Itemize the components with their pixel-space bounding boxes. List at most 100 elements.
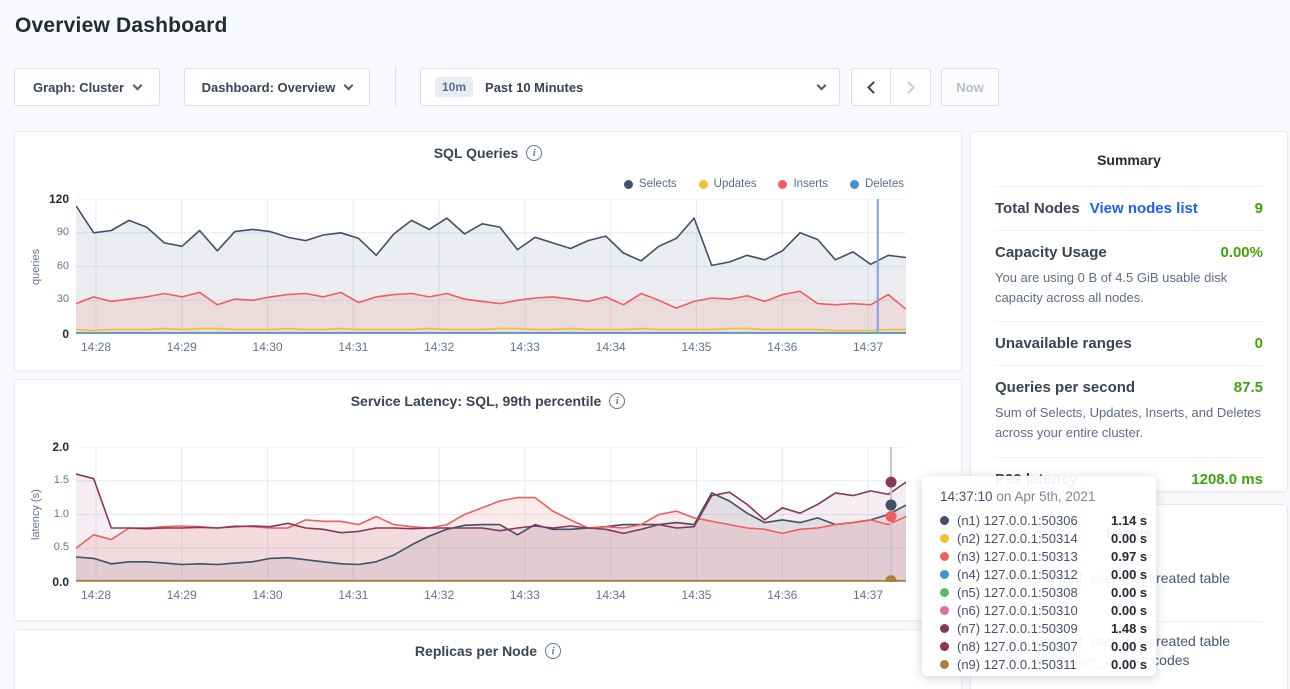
x-tick-label: 14:32 xyxy=(414,588,464,602)
sql-queries-plot-area[interactable]: 14:2814:2914:3014:3114:3214:3314:3414:35… xyxy=(76,199,906,334)
tooltip-node-list: (n1) 127.0.0.1:503061.14 s (n2) 127.0.0.1… xyxy=(940,511,1156,673)
summary-label: Unavailable ranges xyxy=(995,335,1132,352)
summary-value: 9 xyxy=(1255,200,1263,217)
chevron-down-icon xyxy=(133,80,143,90)
legend-label: Deletes xyxy=(865,178,904,190)
tooltip-node-value: 0.00 s xyxy=(1111,531,1147,546)
legend-label: Inserts xyxy=(793,178,828,190)
x-tick-label: 14:36 xyxy=(757,588,807,602)
x-tick-label: 14:30 xyxy=(243,588,293,602)
tooltip-node-row: (n7) 127.0.0.1:503091.48 s xyxy=(940,619,1156,637)
time-range-badge: 10m xyxy=(435,77,473,97)
crosshair-value-dot xyxy=(886,500,897,511)
legend-item-selects[interactable]: Selects xyxy=(624,178,677,190)
x-tick-label: 14:31 xyxy=(328,588,378,602)
legend-item-inserts[interactable]: Inserts xyxy=(778,178,828,190)
summary-value: 0.00% xyxy=(1220,244,1263,261)
node-color-dot xyxy=(940,642,949,651)
tooltip-node-row: (n8) 127.0.0.1:503070.00 s xyxy=(940,637,1156,655)
legend-item-deletes[interactable]: Deletes xyxy=(850,178,904,190)
service-latency-plot-area[interactable]: 14:2814:2914:3014:3114:3214:3314:3414:35… xyxy=(76,447,906,582)
summary-description: You are using 0 B of 4.5 GiB usable disk… xyxy=(995,268,1263,308)
y-tick-label: 30 xyxy=(29,293,69,305)
tooltip-node-row: (n3) 127.0.0.1:503130.97 s xyxy=(940,547,1156,565)
time-range-label: Past 10 Minutes xyxy=(485,80,583,95)
time-range-dropdown[interactable]: 10m Past 10 Minutes xyxy=(420,68,840,106)
x-tick-label: 14:37 xyxy=(843,340,893,354)
summary-header: Summary xyxy=(995,152,1263,168)
tooltip-node-address: (n5) 127.0.0.1:50308 xyxy=(957,585,1103,600)
tooltip-node-value: 0.00 s xyxy=(1111,657,1147,672)
node-color-dot xyxy=(940,552,949,561)
tooltip-node-address: (n6) 127.0.0.1:50310 xyxy=(957,603,1103,618)
y-tick-label: 120 xyxy=(29,192,69,206)
tooltip-node-value: 1.48 s xyxy=(1111,621,1147,636)
tooltip-node-address: (n2) 127.0.0.1:50314 xyxy=(957,531,1103,546)
tooltip-node-address: (n8) 127.0.0.1:50307 xyxy=(957,639,1103,654)
node-color-dot xyxy=(940,660,949,669)
now-button[interactable]: Now xyxy=(941,68,999,106)
tooltip-timestamp: 14:37:10 on Apr 5th, 2021 xyxy=(940,489,1156,504)
chevron-down-icon xyxy=(344,80,354,90)
summary-label: Capacity Usage xyxy=(995,244,1107,261)
chart-hover-tooltip: 14:37:10 on Apr 5th, 2021 (n1) 127.0.0.1… xyxy=(922,476,1156,676)
info-icon[interactable]: i xyxy=(609,393,625,409)
tooltip-node-value: 0.00 s xyxy=(1111,585,1147,600)
graph-scope-label: Graph: Cluster xyxy=(33,80,124,95)
summary-row-capacity: Capacity Usage 0.00% You are using 0 B o… xyxy=(995,230,1263,321)
dashboard-dropdown[interactable]: Dashboard: Overview xyxy=(184,68,370,106)
info-icon[interactable]: i xyxy=(545,643,561,659)
summary-value: 0 xyxy=(1255,335,1263,352)
replicas-per-node-chart-panel: Replicas per Node i xyxy=(14,629,962,689)
graph-scope-dropdown[interactable]: Graph: Cluster xyxy=(14,68,160,106)
y-tick-label: 1.5 xyxy=(29,474,69,486)
y-tick-label: 0.0 xyxy=(29,575,69,589)
y-tick-label: 2.0 xyxy=(29,440,69,454)
tooltip-node-value: 0.97 s xyxy=(1111,549,1147,564)
controls-divider xyxy=(395,66,396,108)
summary-panel: Summary Total Nodes View nodes list 9 Ca… xyxy=(970,131,1288,492)
tooltip-node-value: 0.00 s xyxy=(1111,603,1147,618)
tooltip-node-row: (n1) 127.0.0.1:503061.14 s xyxy=(940,511,1156,529)
summary-row-qps: Queries per second 87.5 Sum of Selects, … xyxy=(995,365,1263,456)
x-tick-label: 14:33 xyxy=(500,340,550,354)
x-tick-label: 14:29 xyxy=(157,340,207,354)
tooltip-node-row: (n5) 127.0.0.1:50308 0.00 s xyxy=(940,583,1156,601)
tooltip-node-row: (n6) 127.0.0.1:50310 0.00 s xyxy=(940,601,1156,619)
node-color-dot xyxy=(940,624,949,633)
legend-item-updates[interactable]: Updates xyxy=(699,178,757,190)
tooltip-node-address: (n4) 127.0.0.1:50312 xyxy=(957,567,1103,582)
node-color-dot xyxy=(940,516,949,525)
x-tick-label: 14:36 xyxy=(757,340,807,354)
crosshair-value-dot xyxy=(886,477,897,488)
legend-color-dot xyxy=(699,180,708,189)
tooltip-node-row: (n9) 127.0.0.1:503110.00 s xyxy=(940,655,1156,673)
node-color-dot xyxy=(940,606,949,615)
time-step-buttons xyxy=(851,68,931,106)
summary-row-unavailable-ranges: Unavailable ranges 0 xyxy=(995,321,1263,365)
summary-description: Sum of Selects, Updates, Inserts, and De… xyxy=(995,403,1263,443)
view-nodes-list-link[interactable]: View nodes list xyxy=(1090,200,1198,217)
dashboard-label: Dashboard: Overview xyxy=(202,80,336,95)
legend-label: Selects xyxy=(639,178,677,190)
x-tick-label: 14:32 xyxy=(414,340,464,354)
summary-label: Total Nodes xyxy=(995,200,1080,217)
y-tick-label: 1.0 xyxy=(29,508,69,520)
chevron-left-icon xyxy=(867,81,880,94)
x-tick-label: 14:30 xyxy=(243,340,293,354)
x-tick-label: 14:35 xyxy=(671,340,721,354)
x-tick-label: 14:28 xyxy=(71,340,121,354)
chart-title: Replicas per Node xyxy=(415,643,537,659)
legend-color-dot xyxy=(778,180,787,189)
info-icon[interactable]: i xyxy=(526,145,542,161)
x-tick-label: 14:37 xyxy=(843,588,893,602)
x-tick-label: 14:29 xyxy=(157,588,207,602)
chart-title: SQL Queries xyxy=(434,145,519,161)
next-time-window-button[interactable] xyxy=(891,68,931,106)
chevron-right-icon xyxy=(902,81,915,94)
x-tick-label: 14:28 xyxy=(71,588,121,602)
previous-time-window-button[interactable] xyxy=(851,68,891,106)
summary-label: Queries per second xyxy=(995,379,1135,396)
legend-color-dot xyxy=(850,180,859,189)
summary-value: 87.5 xyxy=(1234,379,1263,396)
